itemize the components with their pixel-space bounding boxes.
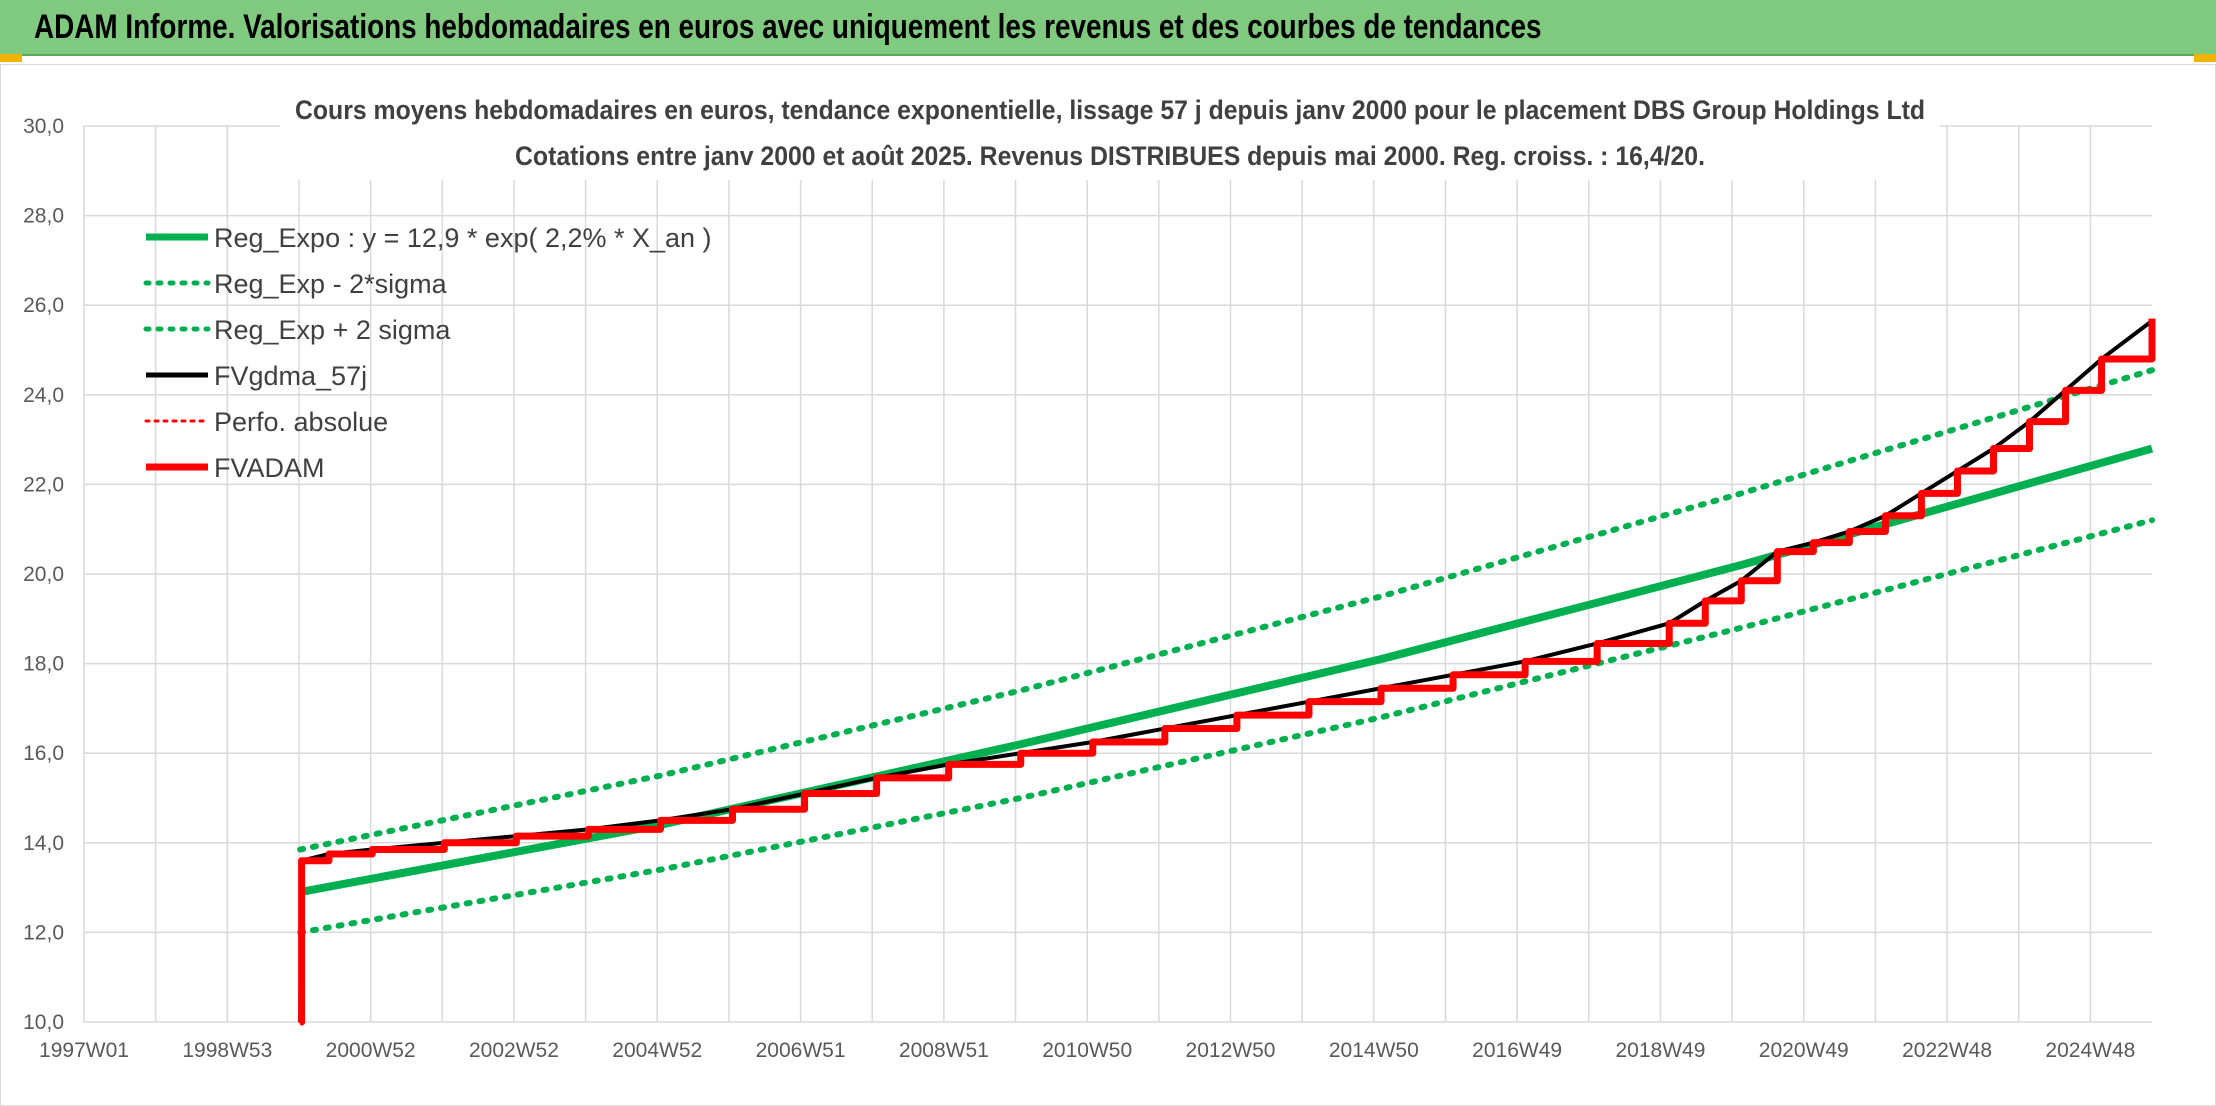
chart-title: Cours moyens hebdomadaires en euros, ten… — [295, 95, 1925, 125]
series-reg-exp-plus-2sigma — [297, 367, 2155, 853]
x-tick-label: 2008W51 — [899, 1039, 989, 1062]
x-tick-label: 2000W52 — [326, 1039, 416, 1062]
y-tick-label: 24,0 — [23, 384, 64, 407]
y-tick-label: 10,0 — [23, 1011, 64, 1034]
chart-grid — [83, 125, 2152, 1023]
x-tick-label: 2014W50 — [1329, 1039, 1419, 1062]
x-tick-label: 2024W48 — [2045, 1039, 2135, 1062]
y-tick-label: 14,0 — [23, 832, 64, 855]
y-tick-label: 12,0 — [23, 921, 64, 944]
chart-legend: Reg_Expo : y = 12,9 * exp( 2,2% * X_an )… — [143, 223, 712, 483]
series-fvgdma-57j — [298, 319, 2154, 1023]
y-tick-label: 18,0 — [23, 653, 64, 676]
legend-label: Reg_Exp + 2 sigma — [214, 315, 451, 345]
corner-marker-left — [0, 54, 22, 62]
legend-label: Perfo. absolue — [214, 407, 388, 437]
x-tick-label: 2022W48 — [1902, 1039, 1992, 1062]
x-tick-label: 1997W01 — [39, 1039, 129, 1062]
x-tick-label: 2012W50 — [1186, 1039, 1276, 1062]
y-tick-label: 20,0 — [23, 563, 64, 586]
series-layer — [297, 318, 2156, 1026]
y-axis: 10,0 12,0 14,0 16,0 18,0 20,0 22,0 24,0 26,0 28,0… — [23, 115, 64, 1034]
y-tick-label: 16,0 — [23, 742, 64, 765]
x-tick-label: 2006W51 — [756, 1039, 846, 1062]
legend-label: FVADAM — [214, 453, 325, 483]
report-title: ADAM Informe. Valorisations hebdomadaire… — [34, 8, 1542, 46]
series-reg-expo — [299, 444, 2154, 897]
series-reg-exp-minus-2sigma — [297, 517, 2155, 936]
series-fvadam — [298, 318, 2156, 1026]
report-banner: ADAM Informe. Valorisations hebdomadaire… — [0, 0, 2216, 56]
series-perfo-absolue — [298, 319, 2154, 1024]
legend-label: Reg_Exp - 2*sigma — [214, 269, 448, 299]
x-tick-label: 2020W49 — [1759, 1039, 1849, 1062]
legend-label: Reg_Expo : y = 12,9 * exp( 2,2% * X_an ) — [214, 223, 712, 253]
legend-label: FVgdma_57j — [214, 361, 367, 391]
chart-title-background — [280, 88, 1940, 180]
x-tick-label: 2018W49 — [1615, 1039, 1705, 1062]
x-tick-label: 1998W53 — [182, 1039, 272, 1062]
x-tick-label: 2016W49 — [1472, 1039, 1562, 1062]
y-tick-label: 22,0 — [23, 473, 64, 496]
corner-marker-right — [2194, 54, 2216, 62]
x-tick-label: 2002W52 — [469, 1039, 559, 1062]
chart-subtitle: Cotations entre janv 2000 et août 2025. … — [515, 141, 1705, 171]
y-tick-label: 26,0 — [23, 294, 64, 317]
y-tick-label: 28,0 — [23, 205, 64, 228]
x-tick-label: 2010W50 — [1042, 1039, 1132, 1062]
y-tick-label: 30,0 — [23, 115, 64, 138]
x-axis: 1997W01 1998W53 2000W52 2002W52 2004W52 2006W… — [39, 1039, 2135, 1062]
x-tick-label: 2004W52 — [612, 1039, 702, 1062]
